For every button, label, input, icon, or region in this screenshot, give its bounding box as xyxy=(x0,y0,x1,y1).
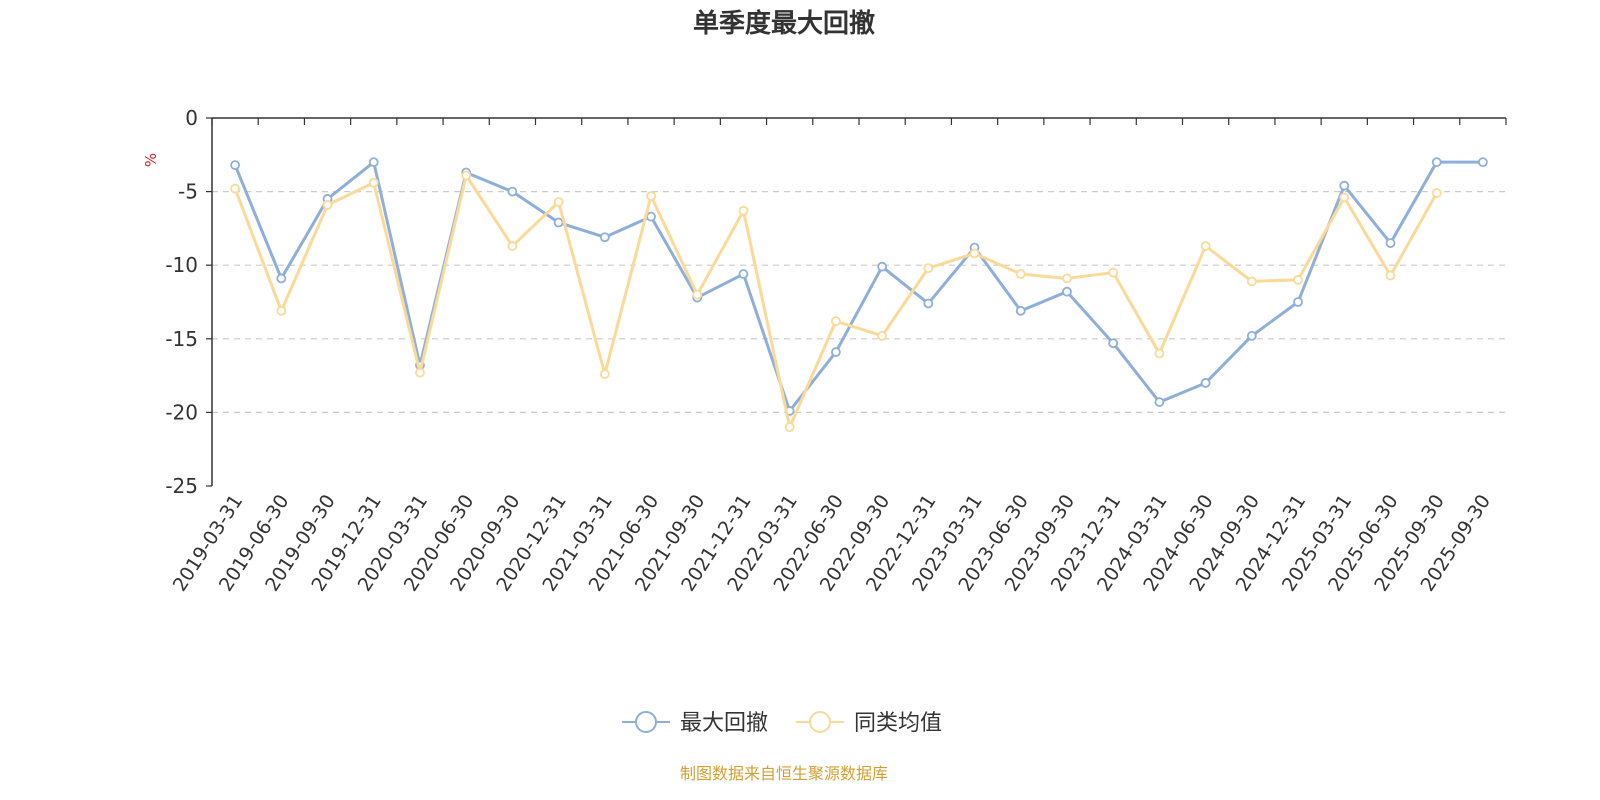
data-point[interactable] xyxy=(784,422,795,433)
data-point[interactable] xyxy=(368,177,379,188)
data-point[interactable] xyxy=(692,289,703,300)
data-point[interactable] xyxy=(877,261,888,272)
data-point[interactable] xyxy=(1062,273,1072,284)
data-point[interactable] xyxy=(1293,275,1303,285)
data-point[interactable] xyxy=(738,205,749,216)
data-point[interactable] xyxy=(322,199,333,210)
data-point[interactable] xyxy=(599,232,610,243)
data-point[interactable] xyxy=(1385,238,1396,249)
data-point[interactable] xyxy=(646,211,656,222)
data-point[interactable] xyxy=(1339,180,1350,191)
data-point[interactable] xyxy=(1154,397,1165,407)
grid-lines xyxy=(212,191,1506,413)
legend-item-2[interactable]: 同类均值 xyxy=(796,711,942,736)
data-point[interactable] xyxy=(276,273,287,284)
data-point[interactable] xyxy=(830,347,841,357)
data-point[interactable] xyxy=(507,241,518,251)
y-tick-label: -5 xyxy=(178,180,198,204)
data-point[interactable] xyxy=(1062,286,1072,297)
data-point[interactable] xyxy=(1385,270,1396,281)
y-axis-ticks: 0 -5 -10 -15 -20 -25 xyxy=(165,106,212,498)
data-point[interactable] xyxy=(507,186,518,197)
data-point[interactable] xyxy=(230,183,241,194)
y-axis-unit: % xyxy=(142,153,160,167)
data-point[interactable] xyxy=(1246,330,1257,341)
data-point[interactable] xyxy=(830,316,841,327)
legend[interactable]: 最大回撤 同类均值 xyxy=(622,711,942,736)
y-tick-label: -10 xyxy=(165,253,198,277)
data-point[interactable] xyxy=(738,269,749,279)
source-note: 制图数据来自恒生聚源数据库 xyxy=(680,764,888,783)
data-point[interactable] xyxy=(461,170,472,181)
data-point[interactable] xyxy=(969,248,980,259)
legend-marker xyxy=(809,711,831,733)
data-point[interactable] xyxy=(1246,276,1257,287)
y-tick-label: -20 xyxy=(165,400,198,424)
data-point[interactable] xyxy=(1108,267,1119,278)
data-point[interactable] xyxy=(230,160,241,171)
legend-item-1[interactable]: 最大回撤 xyxy=(622,711,768,736)
series-layer xyxy=(230,157,1488,433)
data-point[interactable] xyxy=(599,369,610,380)
data-point[interactable] xyxy=(1108,338,1119,349)
data-point[interactable] xyxy=(368,157,379,168)
series-2 xyxy=(230,170,1442,433)
data-point[interactable] xyxy=(1200,378,1211,388)
legend-label: 同类均值 xyxy=(854,711,942,736)
legend-marker xyxy=(635,711,657,733)
legend-label: 最大回撤 xyxy=(680,711,768,736)
data-point[interactable] xyxy=(1015,269,1026,279)
y-tick-label: -25 xyxy=(165,474,198,498)
data-point[interactable] xyxy=(553,197,564,207)
data-point[interactable] xyxy=(1200,241,1211,251)
y-tick-label: -15 xyxy=(165,327,198,351)
data-point[interactable] xyxy=(1477,157,1488,168)
data-point[interactable] xyxy=(1339,192,1350,203)
data-point[interactable] xyxy=(1015,305,1026,316)
data-point[interactable] xyxy=(415,367,425,378)
data-point[interactable] xyxy=(923,298,934,309)
series-line xyxy=(233,173,1438,429)
data-point[interactable] xyxy=(553,217,564,228)
chart-title: 单季度最大回撤 xyxy=(693,8,875,39)
data-point[interactable] xyxy=(276,305,287,316)
data-point[interactable] xyxy=(1293,297,1303,307)
data-point[interactable] xyxy=(923,263,934,274)
data-point[interactable] xyxy=(646,191,656,201)
data-point[interactable] xyxy=(1431,157,1442,168)
y-tick-label: 0 xyxy=(185,106,198,130)
data-point[interactable] xyxy=(1154,348,1165,359)
data-point[interactable] xyxy=(877,330,888,341)
data-point[interactable] xyxy=(1431,188,1442,198)
